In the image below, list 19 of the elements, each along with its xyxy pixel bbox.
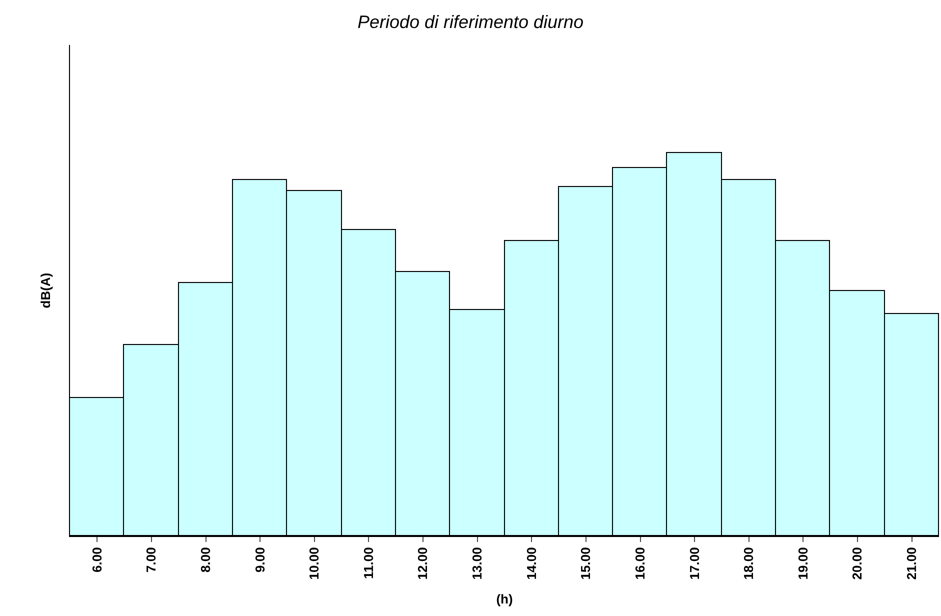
chart-title: Periodo di riferimento diurno bbox=[357, 12, 584, 32]
x-tick-label: 16.00 bbox=[632, 547, 648, 580]
x-axis-title: (h) bbox=[496, 591, 513, 606]
x-tick-label: 7.00 bbox=[144, 547, 159, 573]
x-tick-label: 12.00 bbox=[415, 547, 430, 580]
x-tick-label: 21.00 bbox=[904, 547, 920, 580]
y-axis-title: dB(A) bbox=[38, 272, 53, 308]
x-tick-label: 10.00 bbox=[306, 547, 322, 580]
x-tick-label: 15.00 bbox=[578, 547, 594, 580]
x-tick-label: 17.00 bbox=[686, 547, 702, 580]
x-tick-label: 13.00 bbox=[470, 547, 485, 580]
x-tick-label: 18.00 bbox=[741, 547, 756, 580]
x-tick-label: 11.00 bbox=[360, 547, 376, 580]
x-tick-label: 8.00 bbox=[198, 547, 214, 573]
x-tick-label: 6.00 bbox=[89, 547, 104, 573]
x-tick-label: 14.00 bbox=[524, 547, 539, 580]
x-tick-label: 20.00 bbox=[850, 547, 865, 580]
x-tick-label: 19.00 bbox=[795, 547, 810, 580]
x-tick-label: 9.00 bbox=[252, 547, 268, 573]
